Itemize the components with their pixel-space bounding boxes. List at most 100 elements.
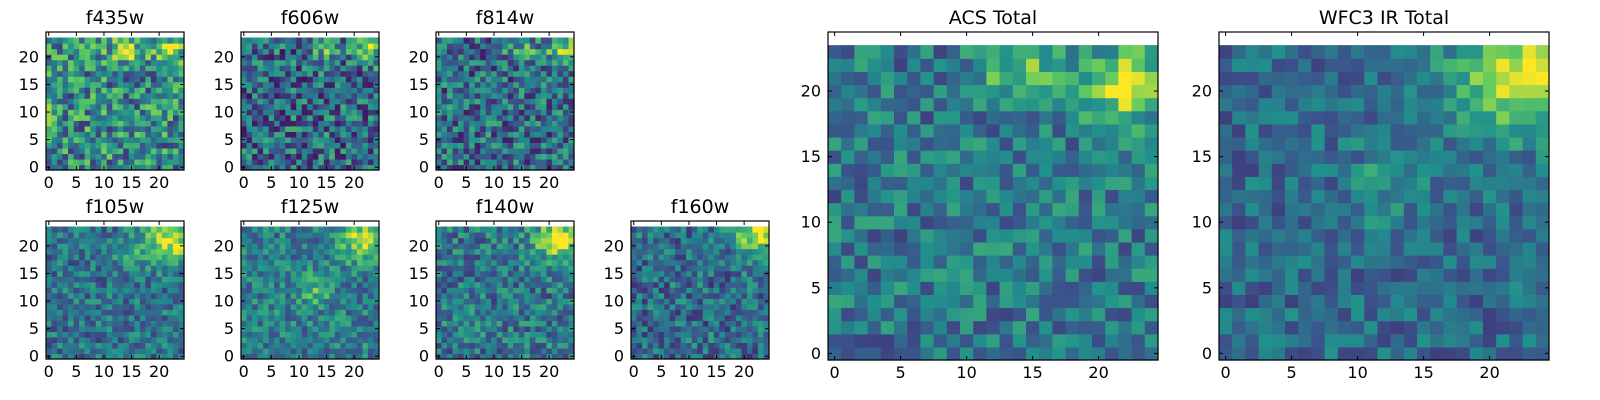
heatmap-cell: [90, 65, 97, 72]
heatmap-cell: [719, 265, 726, 272]
heatmap-cell: [1039, 84, 1053, 99]
heatmap-cell: [524, 131, 531, 138]
heatmap-cell: [156, 336, 163, 344]
heatmap-cell: [373, 87, 380, 94]
heatmap-cell: [323, 120, 330, 127]
heatmap-cell: [546, 232, 553, 239]
heatmap-cell: [524, 125, 531, 132]
heatmap-cell: [279, 314, 286, 321]
heatmap-cell: [134, 59, 141, 66]
heatmap-cell: [178, 265, 185, 272]
heatmap-cell: [279, 142, 286, 149]
heatmap-cell: [524, 281, 531, 288]
heatmap-cell: [447, 65, 454, 72]
heatmap-cell: [724, 309, 731, 316]
heatmap-cell: [1039, 255, 1053, 269]
heatmap-cell: [312, 232, 319, 239]
heatmap-cell: [653, 303, 660, 310]
heatmap-cell: [1012, 294, 1027, 309]
heatmap-cell: [106, 265, 113, 272]
heatmap-cell: [480, 237, 487, 244]
heatmap-cell: [763, 336, 770, 344]
heatmap-cell: [447, 303, 454, 310]
y-tick-label: 20: [19, 47, 39, 66]
heatmap-cell: [436, 158, 443, 166]
heatmap-cell: [307, 103, 314, 110]
heatmap-cell: [90, 109, 97, 116]
heatmap-cell: [441, 76, 448, 83]
heatmap-cell: [752, 281, 759, 288]
heatmap-cell: [279, 325, 286, 332]
heatmap-cell: [513, 281, 520, 288]
heatmap-cell: [51, 65, 58, 72]
heatmap-cell: [702, 254, 709, 261]
heatmap-cell: [1105, 346, 1119, 361]
heatmap-cell: [145, 270, 152, 277]
heatmap-cell: [145, 336, 152, 344]
heatmap-cell: [447, 54, 454, 61]
heatmap-cell: [51, 347, 58, 355]
heatmap-cell: [551, 226, 559, 233]
heatmap-cell: [763, 281, 770, 288]
heatmap-cell: [973, 176, 987, 191]
heatmap-cell: [485, 292, 492, 299]
heatmap-cell: [312, 92, 319, 99]
heatmap-cell: [518, 325, 525, 332]
heatmap-cell: [167, 336, 174, 344]
x-tick-label: 10: [679, 362, 699, 381]
heatmap-cell: [84, 232, 91, 239]
heatmap-cell: [172, 54, 180, 61]
heatmap-cell: [172, 103, 180, 110]
heatmap-cell: [263, 270, 270, 277]
heatmap-cell: [568, 43, 575, 50]
heatmap-cell: [296, 314, 303, 321]
heatmap-cell: [68, 320, 75, 327]
heatmap-cell: [274, 37, 281, 44]
heatmap-cell: [84, 81, 91, 88]
heatmap-cells: [46, 226, 185, 360]
heatmap-cell: [458, 98, 465, 105]
heatmap-cell: [557, 136, 564, 143]
heatmap-cell: [167, 70, 174, 77]
heatmap-cell: [285, 237, 292, 244]
heatmap-cell: [741, 298, 748, 305]
heatmap-cell: [112, 281, 119, 288]
heatmap-cell: [356, 347, 364, 355]
heatmap-cell: [752, 237, 759, 244]
heatmap-cell: [986, 176, 1001, 191]
heatmap-cell: [1052, 84, 1067, 99]
heatmap-cell: [252, 281, 259, 288]
heatmap-cell: [68, 243, 75, 250]
panel-title: f606w: [281, 7, 340, 29]
heatmap-cell: [546, 336, 553, 344]
heatmap-cell: [318, 265, 325, 272]
heatmap-cell: [117, 114, 124, 121]
heatmap-cell: [145, 232, 152, 239]
heatmap-cell: [524, 147, 531, 155]
heatmap-cell: [524, 65, 531, 72]
heatmap-cell: [128, 142, 135, 149]
heatmap-cell: [367, 87, 375, 94]
heatmap-cell: [150, 131, 157, 138]
heatmap-cell: [713, 270, 720, 277]
heatmap-cell: [139, 270, 146, 277]
heatmap-cell: [920, 202, 935, 217]
heatmap-cell: [290, 270, 297, 277]
heatmap-cell: [279, 76, 286, 83]
heatmap-cell: [296, 125, 303, 132]
heatmap-cell: [480, 158, 487, 166]
heatmap-cell: [496, 54, 503, 61]
heatmap-cell: [274, 237, 281, 244]
heatmap-cell: [150, 65, 157, 72]
heatmap-cell: [697, 353, 704, 360]
heatmap-cell: [296, 109, 303, 116]
heatmap-cell: [458, 136, 465, 143]
heatmap-cell: [741, 232, 748, 239]
heatmap-cell: [290, 153, 297, 160]
heatmap-cell: [362, 125, 369, 132]
heatmap-cell: [647, 237, 654, 244]
heatmap-cell: [128, 114, 135, 121]
heatmap-cell: [252, 81, 259, 88]
heatmap-cell: [441, 237, 448, 244]
